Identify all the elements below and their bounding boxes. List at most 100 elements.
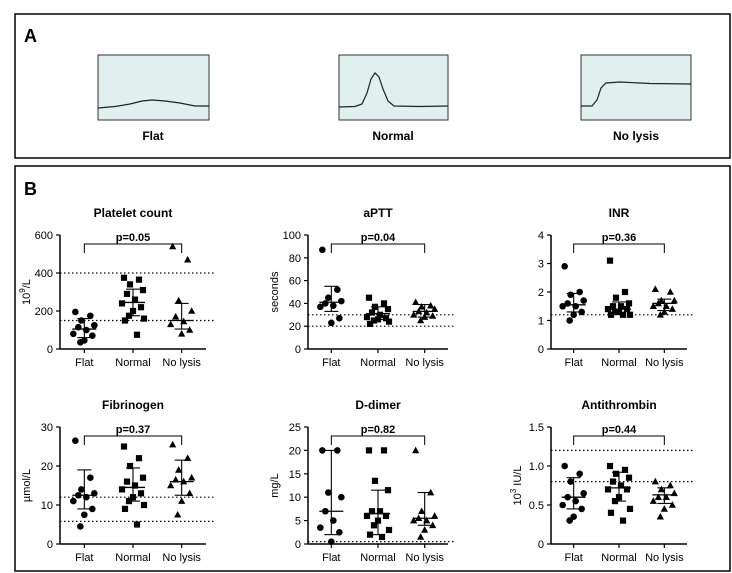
data-point xyxy=(325,489,332,496)
data-point xyxy=(137,304,145,311)
y-tick-label: 0 xyxy=(47,539,53,551)
data-point xyxy=(384,306,392,313)
data-point xyxy=(649,497,657,504)
data-point xyxy=(427,301,435,309)
y-tick-label: 1.5 xyxy=(529,422,544,434)
data-point xyxy=(651,285,659,292)
data-point xyxy=(135,276,143,283)
data-point xyxy=(188,473,196,481)
data-point xyxy=(139,287,147,294)
data-point xyxy=(415,514,423,522)
data-point xyxy=(566,517,573,524)
data-point xyxy=(123,478,131,485)
data-point xyxy=(328,319,335,327)
data-point xyxy=(363,313,371,321)
x-tick-label: No lysis xyxy=(162,357,201,369)
data-point xyxy=(382,315,390,322)
data-point xyxy=(140,315,148,322)
x-tick-label: Normal xyxy=(115,552,150,564)
p-value: p=0.05 xyxy=(116,232,151,244)
data-point xyxy=(385,318,393,325)
data-point xyxy=(418,507,426,515)
y-tick-label: 0 xyxy=(295,344,301,356)
data-point xyxy=(421,313,429,320)
data-point xyxy=(612,294,620,301)
chart-title: aPTT xyxy=(363,206,393,220)
data-point xyxy=(611,308,619,316)
y-tick-label: 4 xyxy=(538,230,544,242)
data-point xyxy=(87,474,94,482)
data-point xyxy=(559,501,566,509)
data-point xyxy=(91,490,98,497)
data-point xyxy=(180,477,188,485)
data-point xyxy=(615,308,623,316)
data-point xyxy=(626,505,634,512)
data-point xyxy=(365,294,373,301)
data-point xyxy=(431,305,439,312)
data-point xyxy=(625,474,633,481)
data-point xyxy=(656,512,664,520)
data-point xyxy=(83,493,90,501)
x-tick-label: No lysis xyxy=(645,552,684,564)
data-point xyxy=(322,507,329,515)
data-point xyxy=(70,497,77,505)
data-point xyxy=(334,286,341,294)
data-point xyxy=(330,517,337,524)
data-point xyxy=(668,305,676,312)
chart-inr: INR 0 1 2 3 4 Flat Normal No lysis p=0.36 xyxy=(538,206,695,369)
data-point xyxy=(623,486,631,493)
data-point xyxy=(654,493,662,500)
data-point xyxy=(126,281,134,288)
data-point xyxy=(139,474,147,481)
data-point xyxy=(336,314,343,322)
y-tick-label: 1.0 xyxy=(529,461,544,473)
data-point xyxy=(578,308,585,316)
data-point xyxy=(78,317,85,324)
x-tick-label: Flat xyxy=(564,552,582,564)
data-point xyxy=(180,317,188,325)
y-tick-label: 400 xyxy=(35,268,53,280)
data-point xyxy=(564,300,571,307)
data-point xyxy=(654,299,662,307)
chart-title: Antithrombin xyxy=(581,398,656,412)
data-point xyxy=(167,320,175,328)
data-point xyxy=(604,306,612,313)
data-point xyxy=(334,447,341,454)
data-point xyxy=(363,512,371,520)
data-point xyxy=(572,302,579,310)
y-tick-label: 30 xyxy=(41,422,53,434)
data-point xyxy=(120,274,128,281)
data-point xyxy=(175,296,183,304)
y-tick-label: 600 xyxy=(35,230,53,242)
data-point xyxy=(135,455,143,462)
data-point xyxy=(330,302,337,309)
y-tick-label: 15 xyxy=(289,469,301,481)
data-point xyxy=(607,311,615,318)
p-value: p=0.44 xyxy=(602,424,637,436)
y-tick-label: 60 xyxy=(289,276,301,288)
data-point xyxy=(609,478,617,485)
data-point xyxy=(617,482,625,489)
data-point xyxy=(328,538,335,545)
data-point xyxy=(365,447,373,454)
data-point xyxy=(660,308,668,315)
chart-d-dimer: D-dimer 0 5 10 15 20 25 Flat Normal No lysis mg/L p… xyxy=(269,398,456,564)
data-point xyxy=(121,505,129,512)
data-point xyxy=(77,523,84,530)
trace-no-lysis-label: No lysis xyxy=(613,129,659,143)
data-point xyxy=(607,509,615,516)
data-point xyxy=(129,494,137,501)
trace-normal-box xyxy=(338,54,449,121)
y-tick-label: 20 xyxy=(289,445,301,457)
y-tick-label: 0 xyxy=(295,539,301,551)
data-point xyxy=(169,440,177,448)
data-point xyxy=(137,490,145,497)
data-point xyxy=(567,291,574,299)
data-point xyxy=(319,246,326,254)
data-point xyxy=(615,494,623,501)
data-point xyxy=(133,331,141,338)
data-point xyxy=(431,512,439,519)
data-point xyxy=(619,311,627,318)
data-point xyxy=(670,296,678,304)
